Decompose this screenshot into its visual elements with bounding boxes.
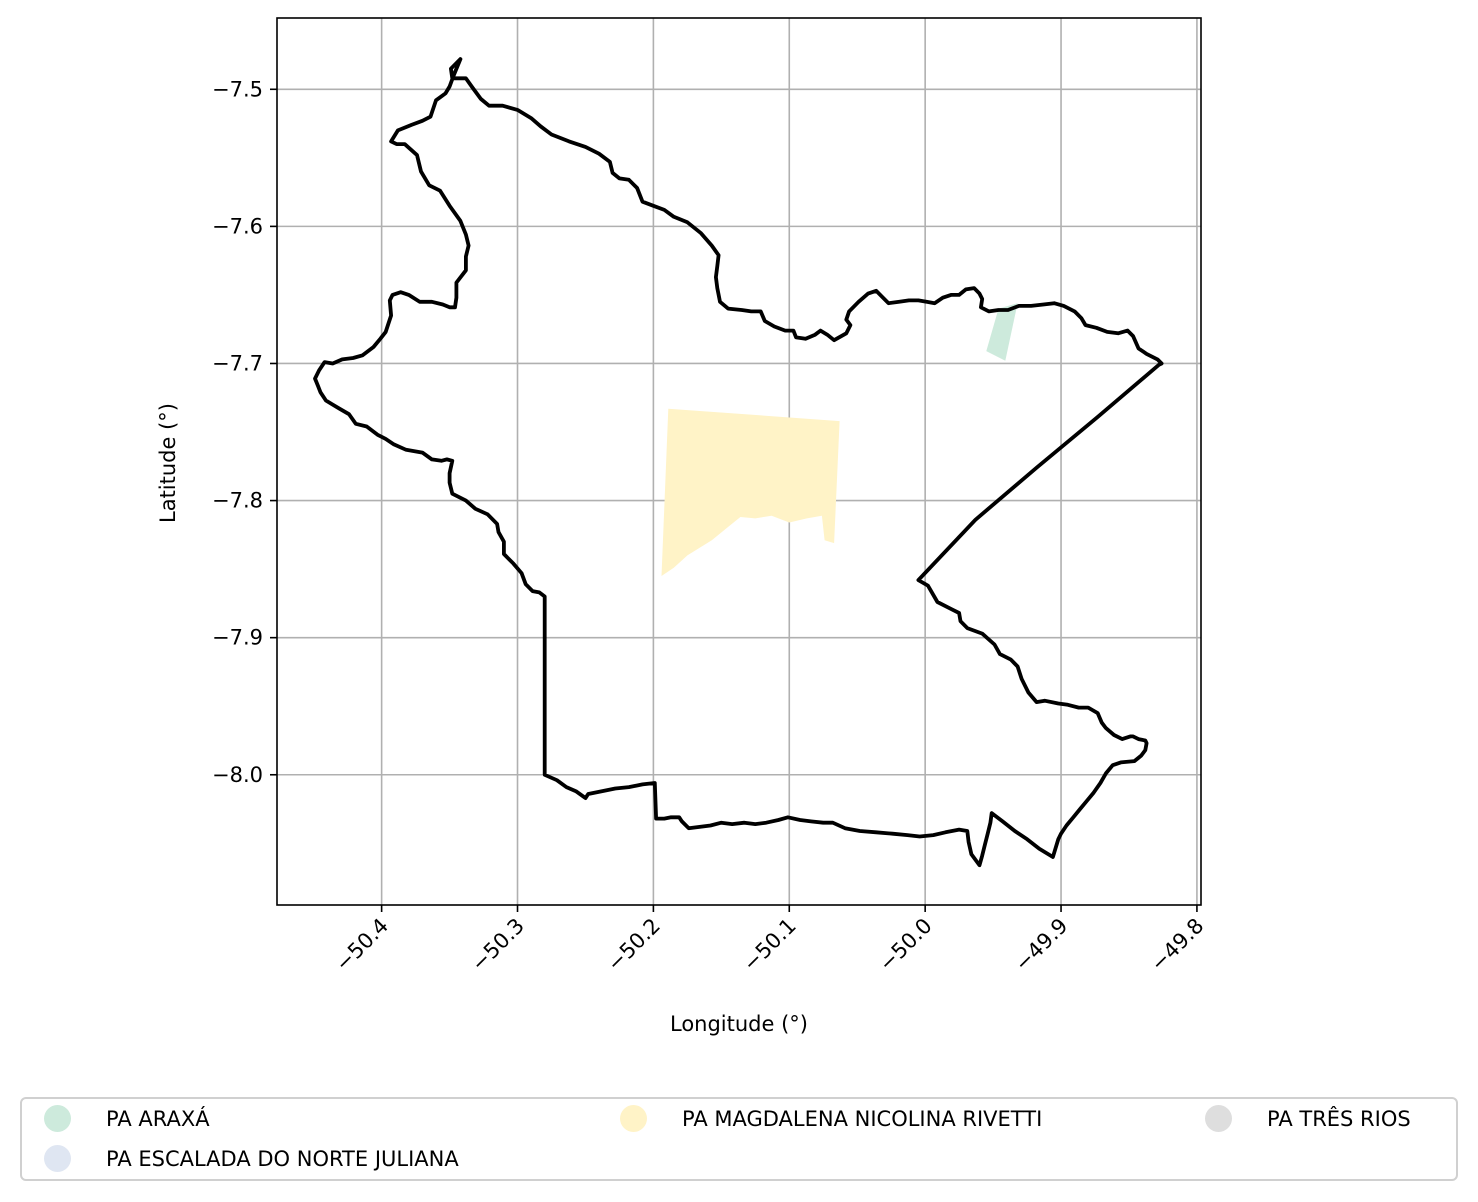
x-tick-label: −49.9 [1010,914,1072,976]
x-tick-label: −49.8 [1146,914,1208,976]
area-pa-magdalena-nicolina-rivetti [661,408,840,576]
area-pa-arax- [986,303,1018,361]
y-tick-label: −7.5 [212,77,263,101]
legend-item-pa-tres-rios: PA TRÊS RIOS [1205,1105,1411,1132]
legend-marker [620,1105,647,1132]
legend-label: PA MAGDALENA NICOLINA RIVETTI [682,1106,1043,1131]
legend-label: PA TRÊS RIOS [1267,1106,1411,1131]
legend-marker [44,1145,71,1172]
grid-lines [277,18,1201,905]
x-tick-label: −50.1 [738,914,800,976]
legend-marker [1205,1105,1232,1132]
legend-label: PA ESCALADA DO NORTE JULIANA [106,1146,459,1171]
y-tick-label: −8.0 [212,763,263,787]
y-tick-label: −7.6 [212,214,263,238]
x-tick-label: −50.3 [467,914,529,976]
legend-marker [44,1105,71,1132]
legend-item-pa-araxa: PA ARAXÁ [44,1105,210,1132]
plot-frame [276,17,1202,906]
municipality-boundary [313,57,1164,868]
y-tick-label: −7.9 [212,626,263,650]
y-axis-label: Latitude (°) [156,403,180,523]
x-tick-label: −50.0 [874,914,936,976]
x-tick-label: −50.4 [331,914,393,976]
legend-label: PA ARAXÁ [106,1106,210,1131]
legend-item-pa-escalada: PA ESCALADA DO NORTE JULIANA [44,1145,459,1172]
y-axis-ticks: −7.5 −7.6 −7.7 −7.8 −7.9 −8.0 [212,77,277,787]
legend-item-pa-magdalena: PA MAGDALENA NICOLINA RIVETTI [620,1105,1042,1132]
y-tick-label: −7.7 [212,351,263,375]
x-axis-label: Longitude (°) [670,1012,808,1036]
y-tick-label: −7.8 [212,489,263,513]
settlement-areas [661,303,1018,576]
legend: PA ARAXÁ PA ESCALADA DO NORTE JULIANA PA… [20,1097,1458,1181]
x-axis-ticks: −50.4 −50.3 −50.2 −50.1 −50.0 −49.9 −49.8 [331,905,1208,976]
x-tick-label: −50.2 [602,914,664,976]
